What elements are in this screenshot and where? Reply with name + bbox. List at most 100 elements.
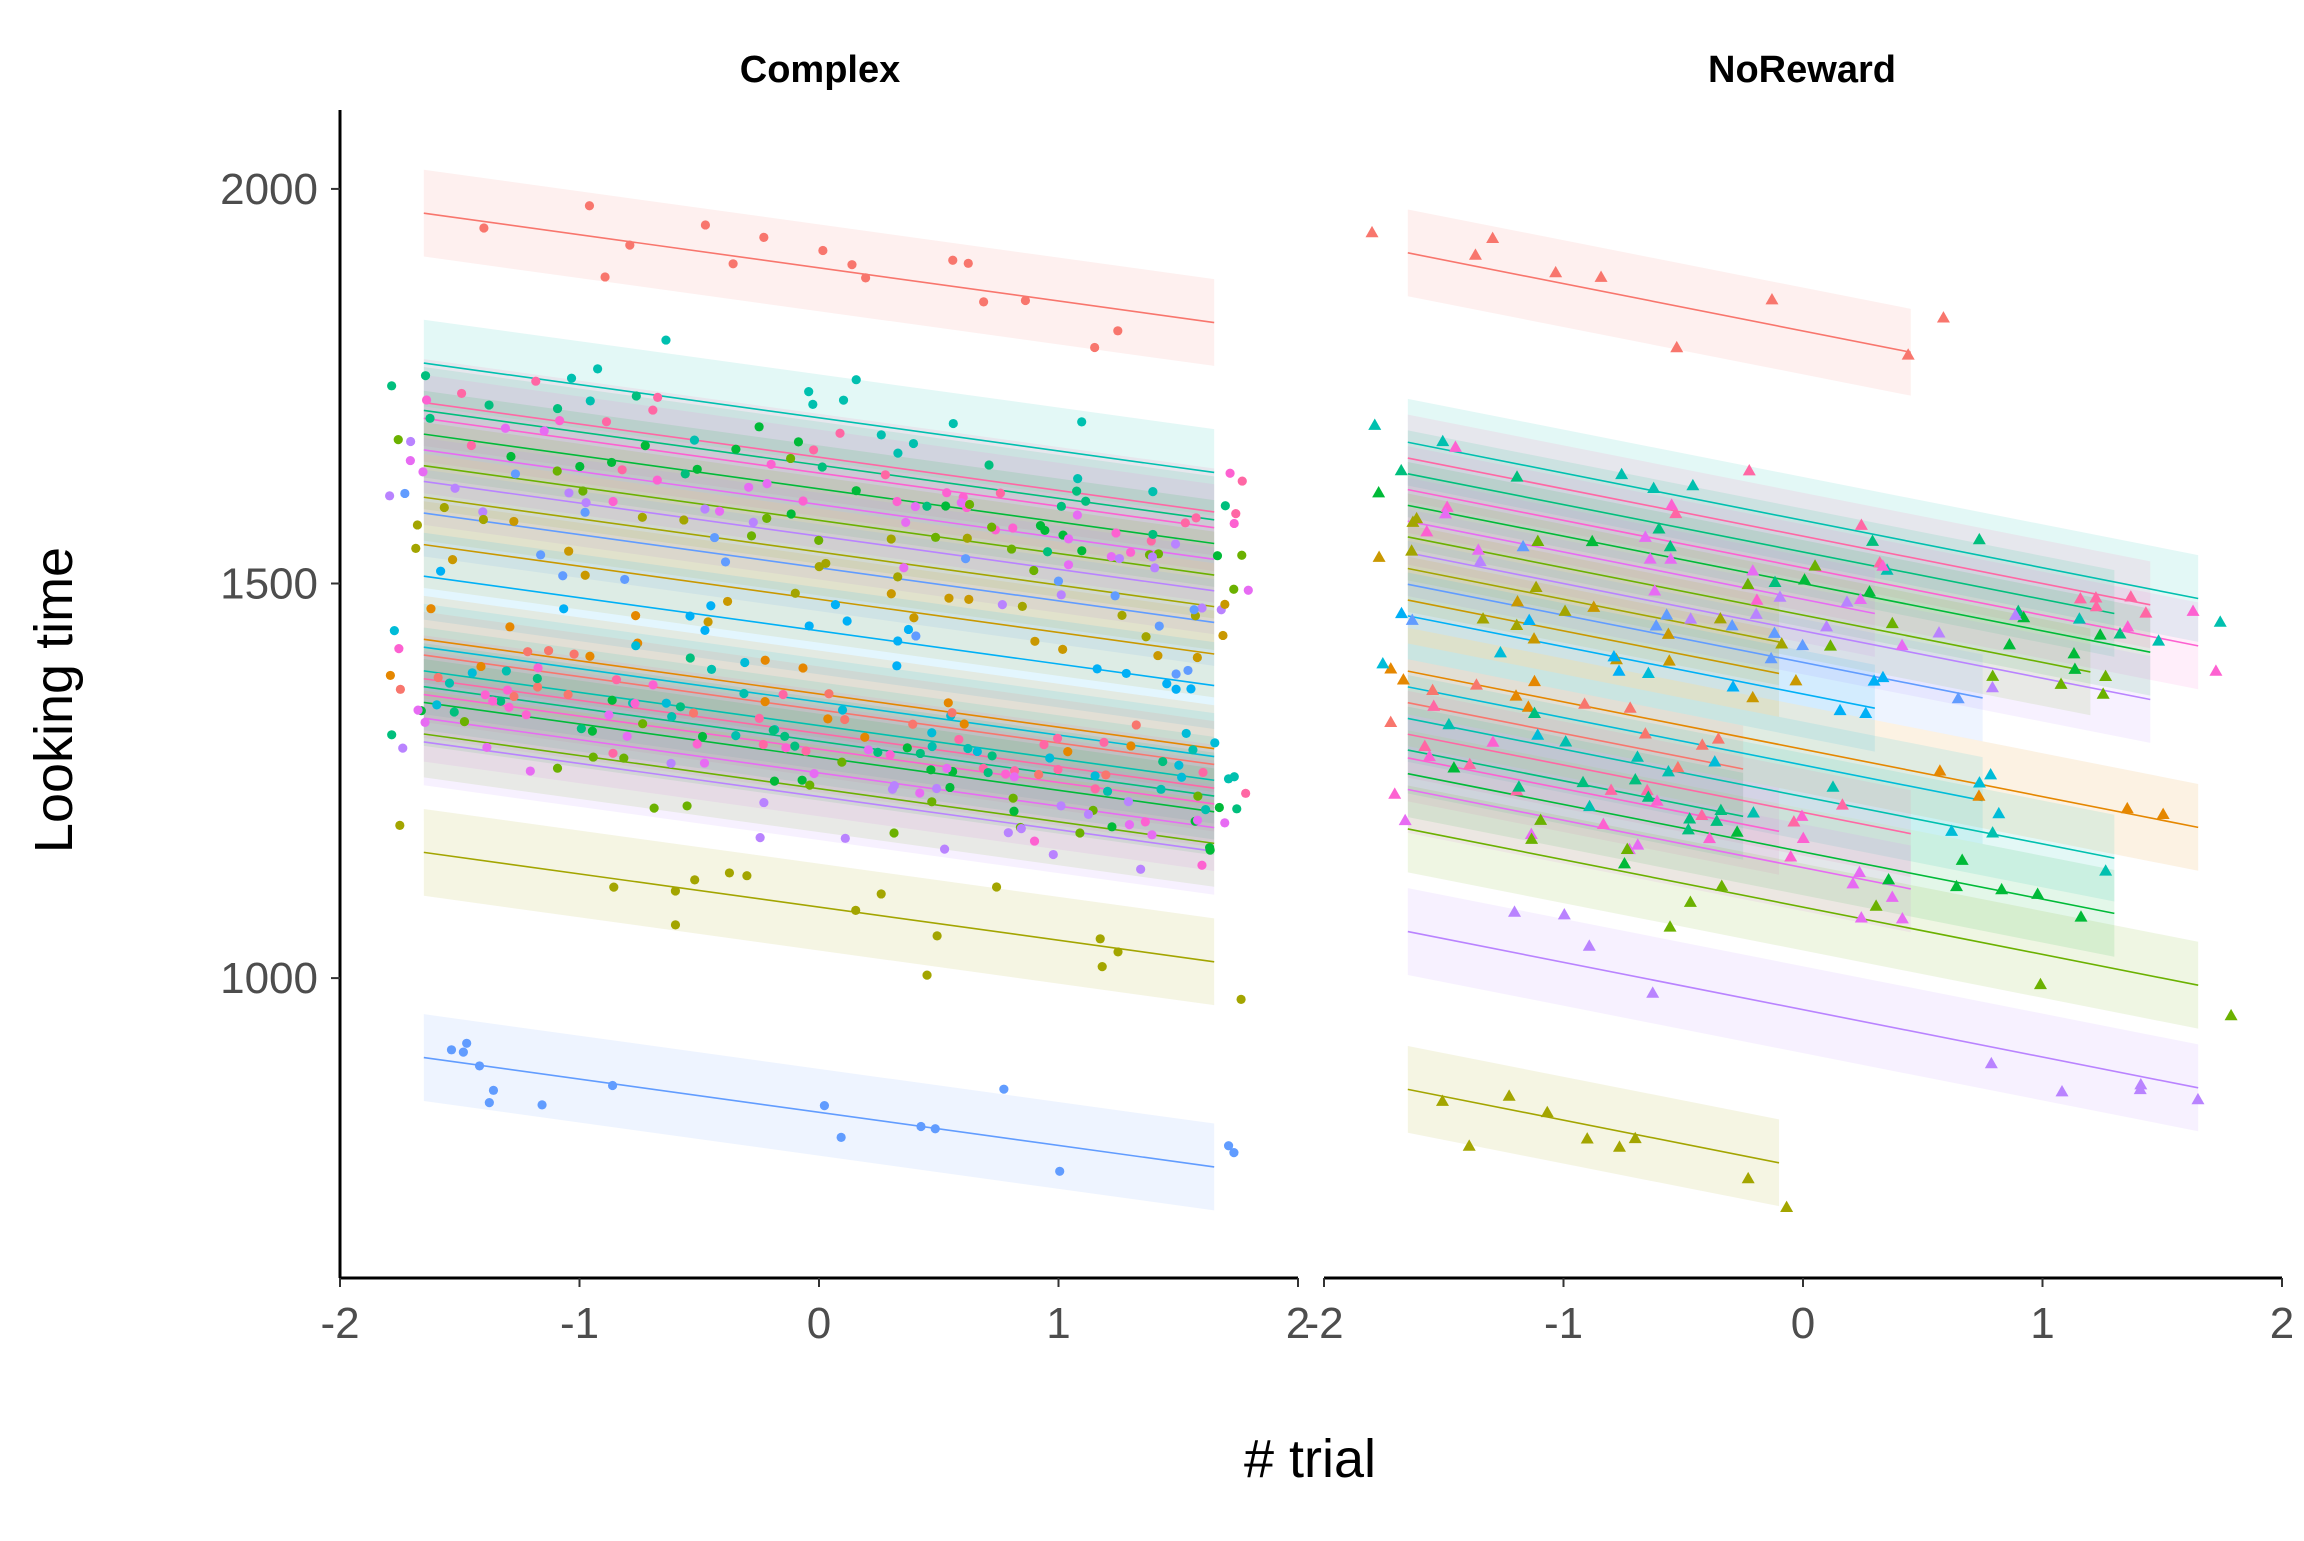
data-point (580, 570, 590, 580)
data-point (731, 731, 741, 741)
fit-line (423, 646, 1215, 758)
data-point (1229, 518, 1239, 529)
data-point (1972, 532, 1986, 545)
fit-line (423, 654, 1215, 766)
data-point (699, 758, 710, 768)
data-point (1992, 806, 2006, 819)
data-point (1113, 947, 1123, 957)
data-point (1972, 776, 1986, 788)
data-point (724, 868, 735, 878)
fit-line (1407, 441, 2199, 600)
data-point (450, 483, 460, 493)
data-point (901, 517, 911, 528)
data-point (569, 649, 579, 659)
data-point (760, 655, 770, 665)
data-point (1099, 737, 1109, 747)
data-point (405, 455, 415, 466)
data-point (1798, 573, 1812, 585)
data-point (809, 768, 819, 779)
data-point (1237, 476, 1247, 486)
data-point (459, 716, 470, 727)
data-point (564, 546, 574, 556)
data-point (893, 448, 903, 458)
data-point (1188, 745, 1198, 755)
data-point (984, 460, 994, 470)
data-point (1646, 986, 1660, 998)
data-point (1110, 591, 1120, 601)
data-point (600, 272, 610, 282)
fit-line (1407, 457, 2151, 606)
data-point (1768, 575, 1782, 588)
data-point (1715, 879, 1729, 891)
data-point (1201, 805, 1211, 815)
data-point (1121, 668, 1131, 679)
data-point (1662, 654, 1676, 666)
data-point (675, 702, 686, 712)
data-point (631, 391, 641, 401)
data-point (1083, 809, 1094, 819)
data-point (823, 714, 833, 724)
data-point (941, 501, 951, 511)
data-point (1750, 593, 1764, 605)
fit-line (1407, 733, 1911, 835)
data-point (798, 496, 808, 506)
data-point (1040, 525, 1050, 536)
data-point (2074, 910, 2088, 922)
fit-lines-1 (1407, 252, 2199, 1164)
y-tick-label: 2000 (220, 165, 318, 214)
data-point (932, 931, 942, 941)
data-point (1641, 790, 1655, 802)
data-point (2152, 634, 2166, 646)
data-point (762, 479, 772, 489)
data-point (1180, 518, 1190, 528)
data-point (536, 550, 546, 560)
data-point (1365, 225, 1379, 238)
data-point (395, 684, 405, 694)
data-point (1148, 529, 1158, 540)
data-point (793, 437, 804, 447)
data-point (1512, 780, 1526, 792)
data-point (1034, 769, 1044, 780)
data-point (768, 725, 778, 735)
data-point (588, 752, 598, 762)
data-point (979, 297, 989, 307)
data-point (1620, 842, 1634, 855)
data-point (1869, 899, 1883, 911)
data-point (484, 400, 494, 410)
data-point (692, 739, 702, 749)
data-point (892, 661, 902, 671)
data-point (1995, 882, 2009, 895)
data-point (1055, 1166, 1065, 1176)
data-point (2031, 887, 2045, 899)
data-point (1198, 767, 1208, 778)
data-point (1531, 728, 1545, 740)
data-point (523, 647, 533, 657)
data-point (2113, 627, 2127, 639)
data-point (1095, 934, 1105, 944)
data-point (1154, 621, 1164, 631)
fit-line (1407, 749, 1744, 818)
data-point (837, 705, 848, 715)
data-point (1660, 608, 1674, 620)
fit-line (1407, 536, 2091, 673)
data-point (1587, 600, 1601, 612)
data-point (584, 201, 595, 211)
data-point (1866, 534, 1880, 546)
fit-line (1407, 772, 2115, 915)
data-point (1795, 809, 1809, 821)
data-point (474, 1061, 485, 1071)
data-point (808, 445, 819, 455)
data-point (1056, 590, 1066, 600)
data-point (425, 413, 435, 423)
data-point (436, 566, 446, 576)
data-point (948, 418, 958, 429)
data-point (1713, 612, 1727, 624)
y-tick-label: 1500 (220, 560, 318, 609)
data-point (2186, 604, 2200, 616)
data-point (1594, 270, 1608, 282)
data-point (954, 734, 964, 745)
data-point (944, 593, 954, 603)
data-point (510, 469, 521, 479)
data-point (482, 742, 492, 753)
